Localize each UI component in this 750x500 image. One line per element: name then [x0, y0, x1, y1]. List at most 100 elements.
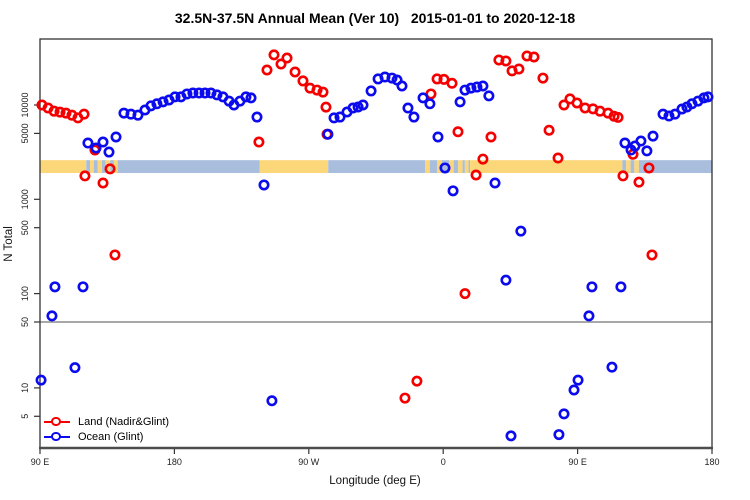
ocean-data-point [447, 185, 459, 197]
ocean-data-point [583, 310, 595, 322]
land-data-point [317, 86, 329, 98]
ocean-data-point [69, 362, 81, 374]
ocean-data-point [357, 99, 369, 111]
land-data-point [297, 75, 309, 87]
x-tick-label: 180 [167, 457, 182, 467]
band-segment-land [40, 160, 87, 174]
legend: Land (Nadir&Glint) Ocean (Glint) [44, 414, 169, 444]
ocean-data-point [245, 92, 257, 104]
legend-entry-land: Land (Nadir&Glint) [44, 414, 169, 429]
band-segment-land [464, 160, 469, 174]
ocean-legend-marker-icon [44, 431, 70, 442]
land-data-point [500, 55, 512, 67]
land-data-point [571, 97, 583, 109]
ocean-data-point [396, 80, 408, 92]
x-tick-label: 90 E [31, 457, 50, 467]
band-segment-ocean [630, 160, 635, 174]
band-segment-land [626, 160, 631, 174]
ocean-data-point [187, 87, 199, 99]
ocean-data-point [702, 91, 714, 103]
ocean-data-point [90, 142, 102, 154]
band-segment-land [458, 160, 463, 174]
ocean-data-point [328, 112, 340, 124]
ocean-data-point [35, 374, 47, 386]
ocean-data-point [49, 281, 61, 293]
land-data-point [109, 249, 121, 261]
ocean-data-point [347, 102, 359, 114]
land-data-point [60, 107, 72, 119]
ocean-data-point [258, 179, 270, 191]
legend-entry-ocean: Ocean (Glint) [44, 429, 169, 444]
ocean-data-point [77, 281, 89, 293]
y-tick-label: 5000 [20, 123, 30, 143]
band-segment-ocean [638, 160, 712, 174]
ocean-data-point [505, 430, 517, 442]
ocean-data-point [572, 374, 584, 386]
ocean-data-point [240, 91, 252, 103]
land-data-point [513, 63, 525, 75]
ocean-data-point [386, 72, 398, 84]
ocean-data-point [471, 81, 483, 93]
land-data-point [289, 66, 301, 78]
land-data-point [311, 84, 323, 96]
y-tick-label: 100 [20, 286, 30, 301]
land-data-point [459, 288, 471, 300]
land-data-point [470, 169, 482, 181]
band-segment-ocean [429, 160, 438, 174]
band-segment-ocean [441, 160, 450, 174]
land-data-point [646, 249, 658, 261]
y-tick-label: 10000 [20, 92, 30, 117]
x-tick-label: 180 [704, 457, 719, 467]
ocean-data-point [417, 92, 429, 104]
y-tick-label: 50 [20, 317, 30, 327]
ocean-data-point [663, 110, 675, 122]
plot-frame [39, 38, 713, 449]
y-tick-label: 1000 [20, 189, 30, 209]
land-data-point [97, 177, 109, 189]
ocean-data-point [322, 128, 334, 140]
ocean-data-point [454, 96, 466, 108]
ocean-data-point [211, 89, 223, 101]
ocean-data-point [132, 109, 144, 121]
band-segment-land [90, 160, 94, 174]
land-data-point [617, 170, 629, 182]
band-segment-ocean [93, 160, 98, 174]
band-segment-land [259, 160, 329, 174]
ocean-data-point [568, 384, 580, 396]
ocean-data-point [553, 429, 565, 441]
land-data-point [411, 375, 423, 387]
ocean-data-point [439, 162, 451, 174]
land-data-point [485, 131, 497, 143]
land-data-point [54, 106, 66, 118]
land-data-point [431, 73, 443, 85]
band-segment-ocean [468, 160, 471, 174]
ocean-data-point [145, 100, 157, 112]
ocean-data-point [606, 361, 618, 373]
ocean-data-point [500, 274, 512, 286]
y-tick-label: 10 [20, 383, 30, 393]
land-data-point [79, 170, 91, 182]
ocean-data-point [459, 84, 471, 96]
band-segment-ocean [328, 160, 426, 174]
land-data-point [528, 51, 540, 63]
band-segment-land [97, 160, 102, 174]
y-tick-label: 500 [20, 220, 30, 235]
ocean-data-point [647, 130, 659, 142]
land-data-point [452, 126, 464, 138]
ocean-data-point [669, 108, 681, 120]
ocean-data-point [97, 136, 109, 148]
land-data-point [104, 163, 116, 175]
ocean-data-point [251, 111, 263, 123]
ocean-data-point [515, 225, 527, 237]
band-segment-ocean [462, 160, 465, 174]
ocean-data-point [199, 87, 211, 99]
ocean-data-point [465, 82, 477, 94]
land-data-point [48, 105, 60, 117]
x-axis-title: Longitude (deg E) [329, 475, 421, 487]
band-segment-ocean [101, 160, 106, 174]
band-segment-land [470, 160, 623, 174]
ocean-data-point [151, 98, 163, 110]
land-data-point [253, 136, 265, 148]
